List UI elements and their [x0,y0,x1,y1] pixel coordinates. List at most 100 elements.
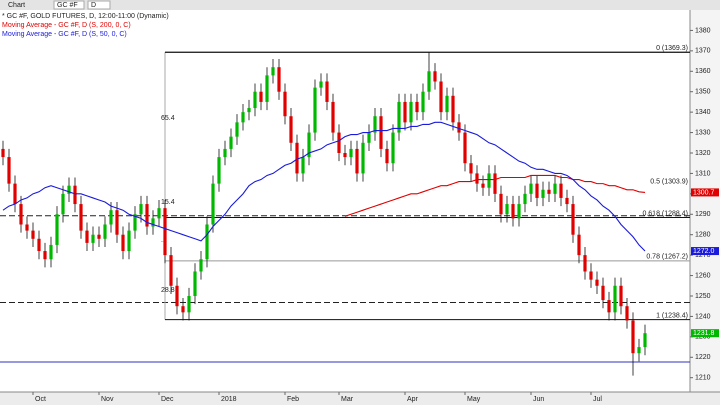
candle-body [487,173,491,188]
candle-body [421,91,425,113]
x-tick-label: Mar [341,396,354,403]
candle-body [271,67,275,76]
candle-body [61,193,65,215]
candle-body [643,333,647,348]
candle-body [13,183,17,205]
candle-body [163,208,167,256]
candle-body [595,279,599,286]
candle-body [223,148,227,158]
x-tick-label: Feb [287,396,299,403]
candle-body [493,173,497,194]
toolbar-symbol[interactable]: GC #F [57,2,78,9]
candle-body [277,67,281,92]
fib-label: 1 (1238.4) [656,313,688,320]
price-tag-label: 1231.8 [693,330,715,337]
candle-body [379,116,383,149]
candle-body [31,230,35,239]
y-tick-label: 1240 [695,313,711,320]
moving-average [344,174,646,217]
candle-body [451,95,455,123]
candle-body [19,204,23,225]
candle-body [349,148,353,158]
fib-side-label: 65.4 [161,115,175,122]
y-tick-label: 1220 [695,354,711,361]
toolbar-chart[interactable]: Chart [8,2,25,9]
candle-body [583,255,587,272]
price-tag [691,329,719,338]
candle-body [517,204,521,219]
y-tick-label: 1250 [695,293,711,300]
candle-body [205,224,209,260]
candle-body [85,230,89,243]
x-tick-label: Nov [101,396,114,403]
candle-body [115,210,119,235]
legend-ma200: Moving Average - GC #F, D (S, 200, 0, C) [2,22,131,29]
toolbar-period[interactable]: D [91,2,96,9]
symbol-box[interactable] [53,0,85,10]
candle-body [295,142,299,174]
fib-label: 0.78 (1267.2) [646,254,688,261]
candle-body [523,193,527,205]
candle-body [301,157,305,174]
time-axis [0,392,720,405]
candle-body [547,189,551,194]
candle-body [529,183,533,194]
y-tick-label: 1360 [695,68,711,75]
candle-body [331,101,335,133]
candle-body [289,116,293,143]
candle-body [415,101,419,113]
candle-body [151,218,155,227]
candle-body [571,204,575,235]
candle-body [553,183,557,194]
moving-average [2,121,646,252]
candle-body [559,183,563,198]
candle-body [157,208,161,219]
y-tick-label: 1260 [695,272,711,279]
candle-body [409,101,413,123]
candle-body [265,75,269,102]
x-tick-label: Jun [533,396,544,403]
period-box[interactable] [87,0,111,10]
candle-body [181,306,185,313]
candle-body [631,320,635,354]
candle-body [445,95,449,113]
candle-body [433,71,437,82]
candle-body [121,234,125,252]
y-tick-label: 1370 [695,48,711,55]
candle-body [475,173,479,184]
candle-body [613,285,617,313]
candle-body [25,224,29,231]
candle-body [325,81,329,102]
candle-body [217,157,221,184]
candle-body [337,132,341,153]
candle-body [469,163,473,174]
fib-side-label: 15.4 [161,199,175,206]
candle-body [7,157,11,184]
candle-body [313,87,317,133]
fib-side-label: 28.8 [161,287,175,294]
candle-body [343,152,347,158]
candle-body [619,285,623,307]
candle-body [133,214,137,231]
candle-body [73,185,77,205]
candle-body [385,148,389,164]
candle-body [187,295,191,313]
candle-body [355,148,359,174]
candle-body [397,101,401,133]
candle-body [1,148,5,158]
price-axis [690,10,720,392]
candle-body [481,183,485,188]
candle-body [463,132,467,164]
candle-body [511,204,515,219]
candle-body [211,183,215,225]
legend-ma50: Moving Average - GC #F, D (S, 50, 0, C) [2,31,127,38]
candle-body [601,285,605,301]
candle-body [247,108,251,113]
candle-body [367,132,371,143]
price-tag-label: 1300.7 [693,189,715,196]
toolbar [0,0,720,10]
price-tag [691,188,719,197]
fib-label: 0 (1369.3) [656,45,688,52]
